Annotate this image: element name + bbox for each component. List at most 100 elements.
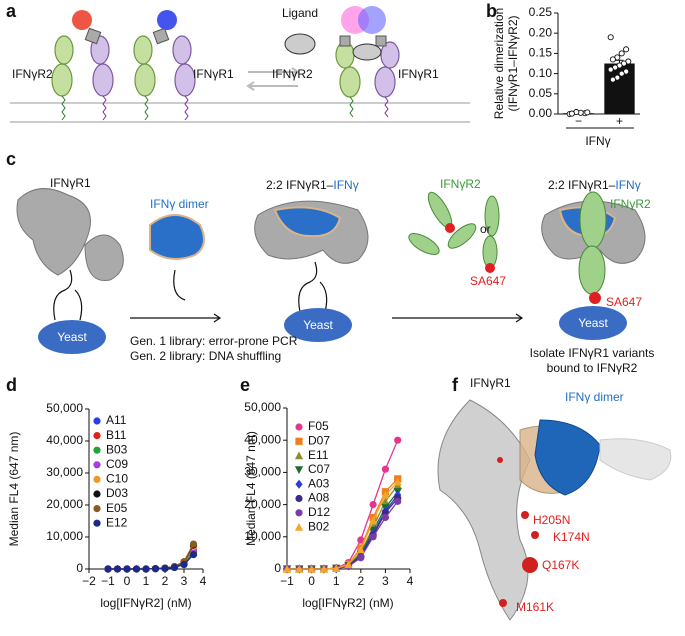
x-axis-label: log[IFNγR2] (nM) [100, 596, 191, 610]
label: 2:2 IFNγR1–IFNγ [548, 178, 641, 192]
x-tick-label: 3 [181, 574, 188, 588]
label: Gen. 1 library: error-prone PCR [130, 334, 298, 348]
legend-marker [294, 451, 304, 460]
label: M161K [516, 600, 554, 614]
label: IFNγ [615, 178, 640, 192]
legend-label: E12 [106, 515, 128, 529]
y-tick-label: 10,000 [244, 529, 281, 543]
label: Ligand [282, 6, 318, 20]
label: Yeast [578, 316, 608, 330]
marker [282, 564, 292, 573]
label: IFNγR1 [398, 67, 439, 81]
marker [142, 565, 150, 573]
y-axis-label: Median FL4 (647 nm) [244, 431, 258, 546]
y-tick-label: 0.00 [529, 106, 553, 120]
marker [132, 565, 141, 573]
legend-marker [93, 432, 101, 440]
x-tick-label: 4 [407, 574, 414, 588]
marker [344, 560, 353, 569]
legend-label: A11 [106, 413, 127, 427]
legend-marker [93, 519, 101, 527]
marker [393, 477, 402, 486]
label: IFNγ [333, 178, 358, 192]
marker [357, 554, 365, 562]
y-tick-label: 0 [274, 561, 281, 575]
marker [332, 564, 341, 572]
marker [356, 545, 365, 554]
label: IFNγR1 [470, 376, 511, 390]
x-tick-label: 2 [357, 574, 364, 588]
legend-label: E11 [308, 448, 329, 462]
y-tick-label: 0.05 [529, 86, 553, 100]
x-tick-label: −1 [101, 574, 115, 588]
label: SA647 [470, 274, 506, 288]
legend-marker [295, 494, 303, 503]
legend-marker [93, 446, 101, 454]
label: SA647 [606, 295, 642, 309]
marker [151, 565, 160, 573]
legend-label: F05 [308, 419, 329, 433]
legend-label: C10 [106, 472, 128, 486]
data-point [618, 50, 625, 57]
legend-label: A03 [308, 476, 330, 490]
legend-label: C09 [106, 457, 128, 471]
legend-label: D07 [308, 433, 330, 447]
diagram-f: IFNγR1 IFNγ dimer H205N K174N Q167K M161… [437, 376, 672, 621]
label: IFNγR1 [193, 67, 234, 81]
marker [381, 465, 389, 473]
legend-marker [295, 423, 303, 431]
legend-marker [295, 509, 303, 517]
legend-label: D03 [106, 486, 128, 500]
x-tick-label: 4 [200, 574, 207, 588]
y-tick-label: 40,000 [244, 432, 281, 446]
marker [189, 551, 198, 559]
marker [307, 564, 316, 573]
label: IFNγ dimer [565, 390, 624, 404]
legend-marker [93, 505, 101, 513]
diagram-c: IFNγR1 IFNγ dimer 2:2 IFNγR1–IFNγ IFNγR2… [16, 176, 654, 375]
panel-label: b [486, 1, 497, 21]
x-tick-label: 0 [124, 574, 131, 588]
legend-label: B11 [106, 428, 127, 442]
x-tick-label: 1 [333, 574, 340, 588]
y-axis-label: Median FL4 (647 nm) [7, 432, 21, 547]
y-tick-label: 50,000 [46, 401, 83, 415]
x-tick-label: 3 [382, 574, 389, 588]
marker [161, 564, 169, 572]
legend-marker [93, 475, 101, 483]
label: Q167K [542, 558, 579, 572]
y-tick-label: 0.20 [529, 25, 553, 39]
y-tick-label: 0 [76, 561, 83, 575]
x-tick-label: 2 [162, 574, 169, 588]
y-axis-label: (IFNγR1–IFNγR2) [506, 15, 520, 111]
label: Yeast [303, 318, 333, 332]
label: IFNγ dimer [150, 197, 209, 211]
legend-label: C07 [308, 462, 330, 476]
panel-label: e [240, 375, 250, 395]
data-point [609, 56, 616, 63]
legend-marker [295, 437, 303, 445]
label: or [480, 222, 491, 236]
panel-label: d [6, 375, 17, 395]
y-tick-label: 20,000 [244, 497, 281, 511]
label: K174N [553, 530, 590, 544]
x-tick-label: − [575, 114, 582, 128]
y-tick-label: 10,000 [46, 529, 83, 543]
data-point [568, 110, 575, 117]
x-axis-label: IFNγ [585, 134, 610, 148]
y-tick-label: 0.25 [529, 5, 553, 19]
label: bound to IFNγR2 [547, 361, 638, 375]
x-axis-label: log[IFNγR2] (nM) [302, 596, 393, 610]
label: 2:2 IFNγR1– [548, 178, 616, 192]
line [287, 497, 399, 570]
data-point [607, 66, 614, 73]
label: 2:2 IFNγR1– [266, 178, 334, 192]
marker [357, 536, 365, 544]
x-tick-label: −1 [280, 574, 294, 588]
label: IFNγR1 [50, 176, 91, 190]
x-tick-label: 1 [143, 574, 150, 588]
panel-label: f [452, 375, 459, 395]
label: IFNγR2 [440, 177, 481, 191]
y-tick-label: 0.15 [529, 46, 553, 60]
marker [113, 565, 122, 573]
